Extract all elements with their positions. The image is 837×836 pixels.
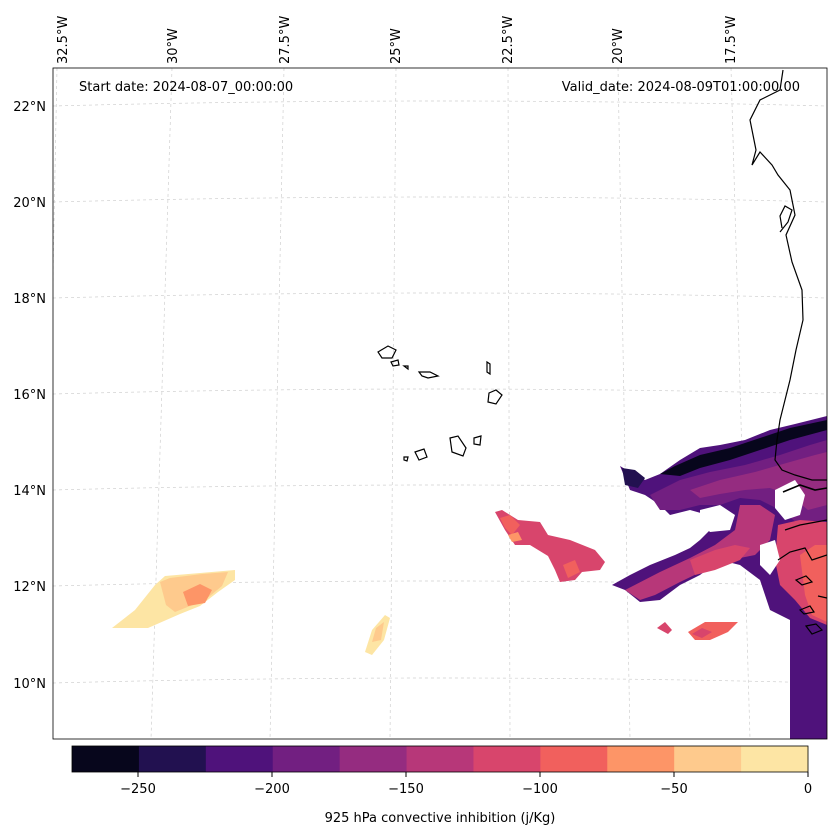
bijagos-b <box>798 605 815 615</box>
lat-label: 10°N <box>13 677 46 692</box>
colorbar-segment <box>741 746 809 772</box>
colorbar-segment <box>540 746 608 772</box>
cin-patch-mid-inner <box>372 622 384 642</box>
cin-patch-east-dark <box>660 420 827 476</box>
cin-hole-c <box>760 540 780 575</box>
colorbar-segment <box>72 746 140 772</box>
lat-label: 18°N <box>13 292 46 307</box>
bijagos-a <box>794 575 814 586</box>
sal <box>486 360 491 376</box>
cin-patch-east-dark2 <box>622 468 645 488</box>
graticule <box>53 68 827 739</box>
cin-contours <box>112 416 827 739</box>
lat-label: 16°N <box>13 388 46 403</box>
santo-antao <box>377 345 397 359</box>
guinea-coast <box>777 547 827 561</box>
colorbar-tick-label: −100 <box>522 782 558 797</box>
colorbar-segment <box>674 746 742 772</box>
cin-patch-se <box>657 622 672 634</box>
cin-patch-central-b <box>508 532 522 542</box>
colorbar-tick-label: 0 <box>804 782 812 797</box>
fogo <box>414 448 428 461</box>
cin-patch-central <box>495 510 605 582</box>
latitude-labels: 22°N 20°N 18°N 16°N 14°N 12°N 10°N <box>13 100 46 692</box>
lon-label: 22.5°W <box>501 16 516 64</box>
cin-patch-central-c <box>563 560 580 578</box>
map-axes <box>53 68 827 739</box>
lon-label: 20°W <box>611 28 626 64</box>
africa-coastline <box>749 69 827 481</box>
africa-coast-inlet <box>779 205 793 233</box>
cin-patch-central-a <box>500 515 520 535</box>
map-frame <box>52 67 828 740</box>
colorbar-segment <box>205 746 274 772</box>
colorbar-tick-label: −150 <box>388 782 424 797</box>
gambia-river <box>782 484 827 493</box>
cin-hole-a <box>700 505 735 532</box>
brava <box>403 456 409 462</box>
lon-label: 17.5°W <box>724 16 739 64</box>
cin-hole-d <box>720 432 733 442</box>
start-date-annotation: Start date: 2024-08-07_00:00:00 <box>79 80 293 95</box>
sao-vicente <box>390 359 400 367</box>
bijagos-c <box>804 623 824 635</box>
cin-patch-east-red <box>690 545 750 575</box>
lon-label: 25°W <box>389 28 404 64</box>
lat-label: 22°N <box>13 100 46 115</box>
lon-label: 30°W <box>166 28 181 64</box>
colorbar-segment <box>473 746 541 772</box>
colorbar-segment <box>272 746 341 772</box>
lat-label: 14°N <box>13 484 46 499</box>
cin-patch-east-coast2 <box>800 545 827 622</box>
colorbar-tick-label: −250 <box>120 782 156 797</box>
valid-date-annotation: Valid_date: 2024-08-09T01:00:00.00 <box>562 80 800 95</box>
colorbar-segment <box>339 746 408 772</box>
lat-label: 12°N <box>13 580 46 595</box>
cin-patch-west-core <box>183 584 212 606</box>
sierra-coast <box>817 595 827 599</box>
longitude-labels: 32.5°W 30°W 27.5°W 25°W 22.5°W 20°W 17.5… <box>56 16 739 64</box>
colorbar <box>72 746 809 772</box>
cin-patch-east-pink <box>625 505 775 600</box>
colorbar-segment <box>607 746 675 772</box>
guinea-bissau-coast <box>784 519 827 531</box>
colorbar-ticks: −250 −200 −150 −100 −50 0 <box>120 772 812 797</box>
colorbar-segment <box>406 746 474 772</box>
cin-hole-b <box>775 480 805 520</box>
boa-vista <box>487 389 503 405</box>
colorbar-tick-label: −50 <box>660 782 687 797</box>
colorbar-frame <box>71 745 809 773</box>
colorbar-tick-label: −200 <box>254 782 290 797</box>
sao-nicolau <box>417 371 440 379</box>
coastlines <box>377 69 827 635</box>
colorbar-label: 925 hPa convective inhibition (j/Kg) <box>325 811 556 826</box>
santiago <box>449 435 467 457</box>
santa-luzia <box>402 365 409 371</box>
cin-patch-se2-inner <box>692 628 712 638</box>
colorbar-segment <box>138 746 207 772</box>
lat-label: 20°N <box>13 196 46 211</box>
lon-label: 27.5°W <box>278 16 293 64</box>
lon-label: 32.5°W <box>56 16 71 64</box>
maio <box>473 435 482 446</box>
